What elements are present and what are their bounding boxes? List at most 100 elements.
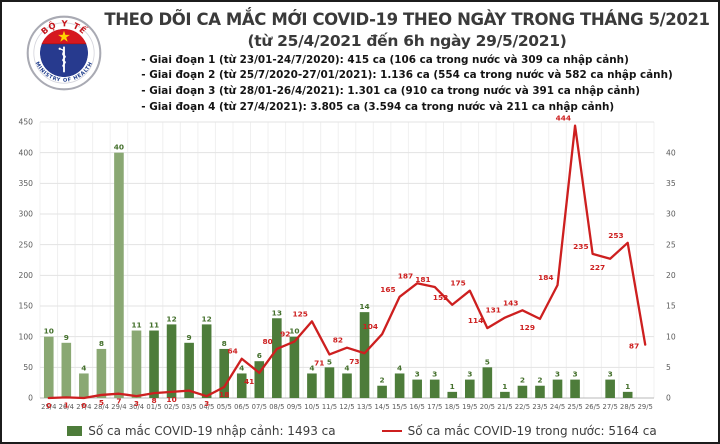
phase-summary-list: - Giai đoạn 1 (từ 23/01-24/7/2020): 415 … bbox=[141, 53, 672, 115]
phase-2-summary: - Giai đoạn 2 (từ 25/7/2020-27/01/2021):… bbox=[141, 69, 673, 82]
bar-value-label: 1 bbox=[450, 382, 455, 391]
domestic-cases-line bbox=[47, 124, 647, 400]
line-value-label: 92 bbox=[280, 330, 290, 339]
x-axis-label: 06/5 bbox=[234, 403, 249, 411]
left-axis-tick-label: 400 bbox=[19, 148, 34, 157]
bar-value-label: 4 bbox=[397, 363, 402, 372]
bar-value-label: 14 bbox=[359, 302, 369, 311]
x-axis-label: 22/5 bbox=[515, 403, 530, 411]
line-value-label: 64 bbox=[227, 347, 237, 356]
line-value-label: 104 bbox=[363, 322, 378, 331]
imported-cases-bar bbox=[219, 348, 229, 398]
x-axis-label: 26/4 bbox=[59, 403, 74, 411]
bar-value-label: 4 bbox=[239, 363, 244, 372]
imported-cases-bar bbox=[201, 324, 212, 398]
left-axis-tick-label: 200 bbox=[19, 271, 34, 280]
right-axis-tick-label: 0 bbox=[666, 394, 671, 403]
left-axis-tick-label: 350 bbox=[19, 179, 34, 188]
line-value-label: 3 bbox=[204, 399, 209, 408]
red-line-swatch-icon bbox=[381, 430, 402, 432]
x-axis-label: 12/5 bbox=[339, 403, 354, 411]
x-axis-label: 20/5 bbox=[480, 403, 495, 411]
right-axis-tick-label: 30 bbox=[666, 210, 676, 219]
x-axis-label: 10/5 bbox=[304, 403, 319, 411]
x-axis-label: 29/4 bbox=[111, 403, 126, 411]
line-value-label: 0 bbox=[46, 401, 51, 410]
imported-cases-bar bbox=[394, 373, 405, 398]
x-axis-label: 15/5 bbox=[392, 403, 407, 411]
chart-area: 0 0 50 5 100 10 150 15 200 20 250 25 300 30 350 35 400 40… bbox=[2, 114, 718, 416]
line-value-label: 5 bbox=[99, 398, 104, 407]
imported-cases-bar bbox=[570, 379, 580, 398]
line-value-label: 3 bbox=[134, 399, 139, 408]
line-value-label: 7 bbox=[116, 397, 121, 406]
bar-value-label: 4 bbox=[309, 363, 314, 372]
x-axis-label: 28/5 bbox=[620, 403, 635, 411]
left-axis-tick-label: 300 bbox=[19, 210, 34, 219]
bar-value-label: 5 bbox=[327, 357, 332, 366]
bar-value-label: 9 bbox=[64, 333, 69, 342]
x-axis-label: 18/5 bbox=[445, 403, 460, 411]
line-value-label: 143 bbox=[503, 298, 518, 307]
x-axis-label: 17/5 bbox=[427, 403, 442, 411]
imported-cases-bar bbox=[447, 391, 458, 398]
right-axis-tick-label: 15 bbox=[666, 302, 676, 311]
x-axis-label: 05/5 bbox=[217, 403, 232, 411]
imported-cases-bar bbox=[96, 348, 107, 398]
left-axis-tick-label: 100 bbox=[19, 332, 34, 341]
phase-3-summary: - Giai đoạn 3 (từ 28/01-26/4/2021): 1.30… bbox=[141, 84, 641, 97]
bar-value-label: 10 bbox=[44, 327, 54, 336]
imported-cases-bar bbox=[517, 385, 528, 398]
line-value-label: 18 bbox=[219, 390, 229, 399]
bar-value-label: 2 bbox=[520, 376, 525, 385]
line-value-label: 0 bbox=[81, 401, 86, 410]
x-axis-label: 25/5 bbox=[567, 403, 582, 411]
legend-item-imported: Số ca mắc COVID-19 nhập cảnh: 1493 ca bbox=[67, 424, 336, 438]
imported-cases-bar bbox=[272, 318, 282, 398]
line-value-label: 87 bbox=[629, 342, 639, 351]
imported-cases-bar bbox=[377, 385, 387, 398]
right-axis-tick-label: 35 bbox=[666, 179, 676, 188]
line-value-label: 253 bbox=[608, 231, 623, 240]
x-axis-label: 02/5 bbox=[164, 403, 179, 411]
x-axis-label: 28/4 bbox=[94, 403, 109, 411]
bar-value-label: 6 bbox=[257, 351, 262, 360]
logo-flag-segment bbox=[39, 28, 89, 44]
line-value-label: 114 bbox=[468, 316, 483, 325]
imported-cases-bar bbox=[307, 373, 317, 398]
legend-imported-label: Số ca mắc COVID-19 nhập cảnh: 1493 ca bbox=[88, 424, 336, 438]
imported-cases-bar bbox=[552, 379, 563, 398]
bar-value-label: 8 bbox=[222, 339, 227, 348]
line-value-label: 152 bbox=[433, 293, 448, 302]
line-value-label: 165 bbox=[380, 285, 395, 294]
imported-cases-bar bbox=[149, 330, 159, 398]
bar-value-label: 40 bbox=[114, 143, 124, 152]
bar-value-label: 1 bbox=[625, 382, 630, 391]
imported-cases-bar bbox=[465, 379, 475, 398]
line-value-label: 73 bbox=[349, 357, 359, 366]
x-axis-label: 11/5 bbox=[322, 403, 337, 411]
line-value-label: 80 bbox=[263, 337, 273, 346]
line-value-label: 131 bbox=[485, 306, 500, 315]
line-value-label: 8 bbox=[151, 396, 156, 405]
imported-cases-bar bbox=[131, 330, 142, 398]
line-value-label: 444 bbox=[556, 114, 571, 123]
right-axis-tick-label: 5 bbox=[666, 363, 671, 372]
imported-cases-bar bbox=[79, 373, 89, 398]
x-axis-label: 01/5 bbox=[146, 403, 161, 411]
bar-value-label: 3 bbox=[467, 370, 472, 379]
left-axis-tick-label: 150 bbox=[19, 302, 34, 311]
imported-cases-bar bbox=[289, 336, 300, 398]
x-axis-label: 14/5 bbox=[374, 403, 389, 411]
imported-cases-bar bbox=[622, 391, 633, 398]
x-axis-label: 08/5 bbox=[269, 403, 284, 411]
x-axis-label: 29/5 bbox=[638, 403, 653, 411]
imported-cases-bar bbox=[605, 379, 615, 398]
bar-value-label: 4 bbox=[344, 363, 349, 372]
bar-value-label: 10 bbox=[289, 327, 299, 336]
imported-cases-bar bbox=[429, 379, 440, 398]
right-axis-tick-label: 40 bbox=[666, 148, 676, 157]
line-value-label: 71 bbox=[314, 358, 324, 367]
